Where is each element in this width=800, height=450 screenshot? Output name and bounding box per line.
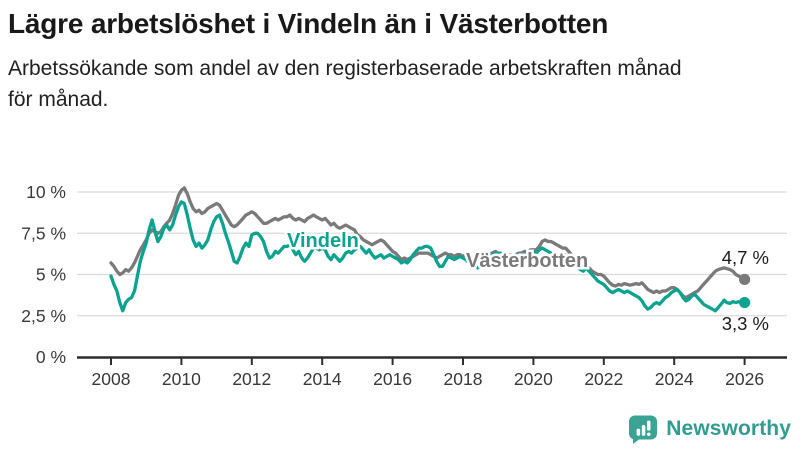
vindeln-end-dot [739, 296, 751, 309]
y-tick-label: 5 % [36, 265, 66, 285]
x-tick-label: 2020 [514, 369, 553, 389]
page-title: Lägre arbetslöshet i Vindeln än i Väster… [8, 8, 609, 39]
västerbotten-end-dot [739, 273, 751, 286]
x-tick-label: 2014 [303, 369, 342, 389]
y-tick-label: 0 % [36, 347, 66, 367]
page-subtitle: Arbetssökande som andel av den registerb… [8, 57, 682, 111]
vindeln-series-label: Vindeln [287, 230, 359, 252]
västerbotten-line [109, 186, 747, 300]
x-tick-label: 2012 [232, 369, 271, 389]
västerbotten-end-value-label: 4,7 % [722, 247, 769, 268]
x-tick-label: 2018 [444, 369, 483, 389]
x-tick-label: 2024 [655, 369, 694, 389]
vindeln-end-value-label: 3,3 % [722, 313, 769, 334]
y-tick-label: 10 % [26, 182, 66, 202]
y-tick-label: 2,5 % [21, 306, 66, 326]
x-tick-label: 2008 [92, 369, 131, 389]
y-tick-label: 7,5 % [21, 223, 66, 243]
newsworthy-brand: Newsworthy [628, 414, 791, 444]
brand-name: Newsworthy [666, 417, 791, 440]
x-tick-label: 2016 [373, 369, 412, 389]
x-tick-label: 2026 [725, 369, 764, 389]
x-tick-label: 2022 [584, 369, 623, 389]
x-tick-label: 2010 [162, 369, 201, 389]
newsworthy-logo-icon [629, 415, 658, 444]
vindeln-line [109, 200, 747, 313]
västerbotten-series-label: Västerbotten [466, 250, 588, 272]
